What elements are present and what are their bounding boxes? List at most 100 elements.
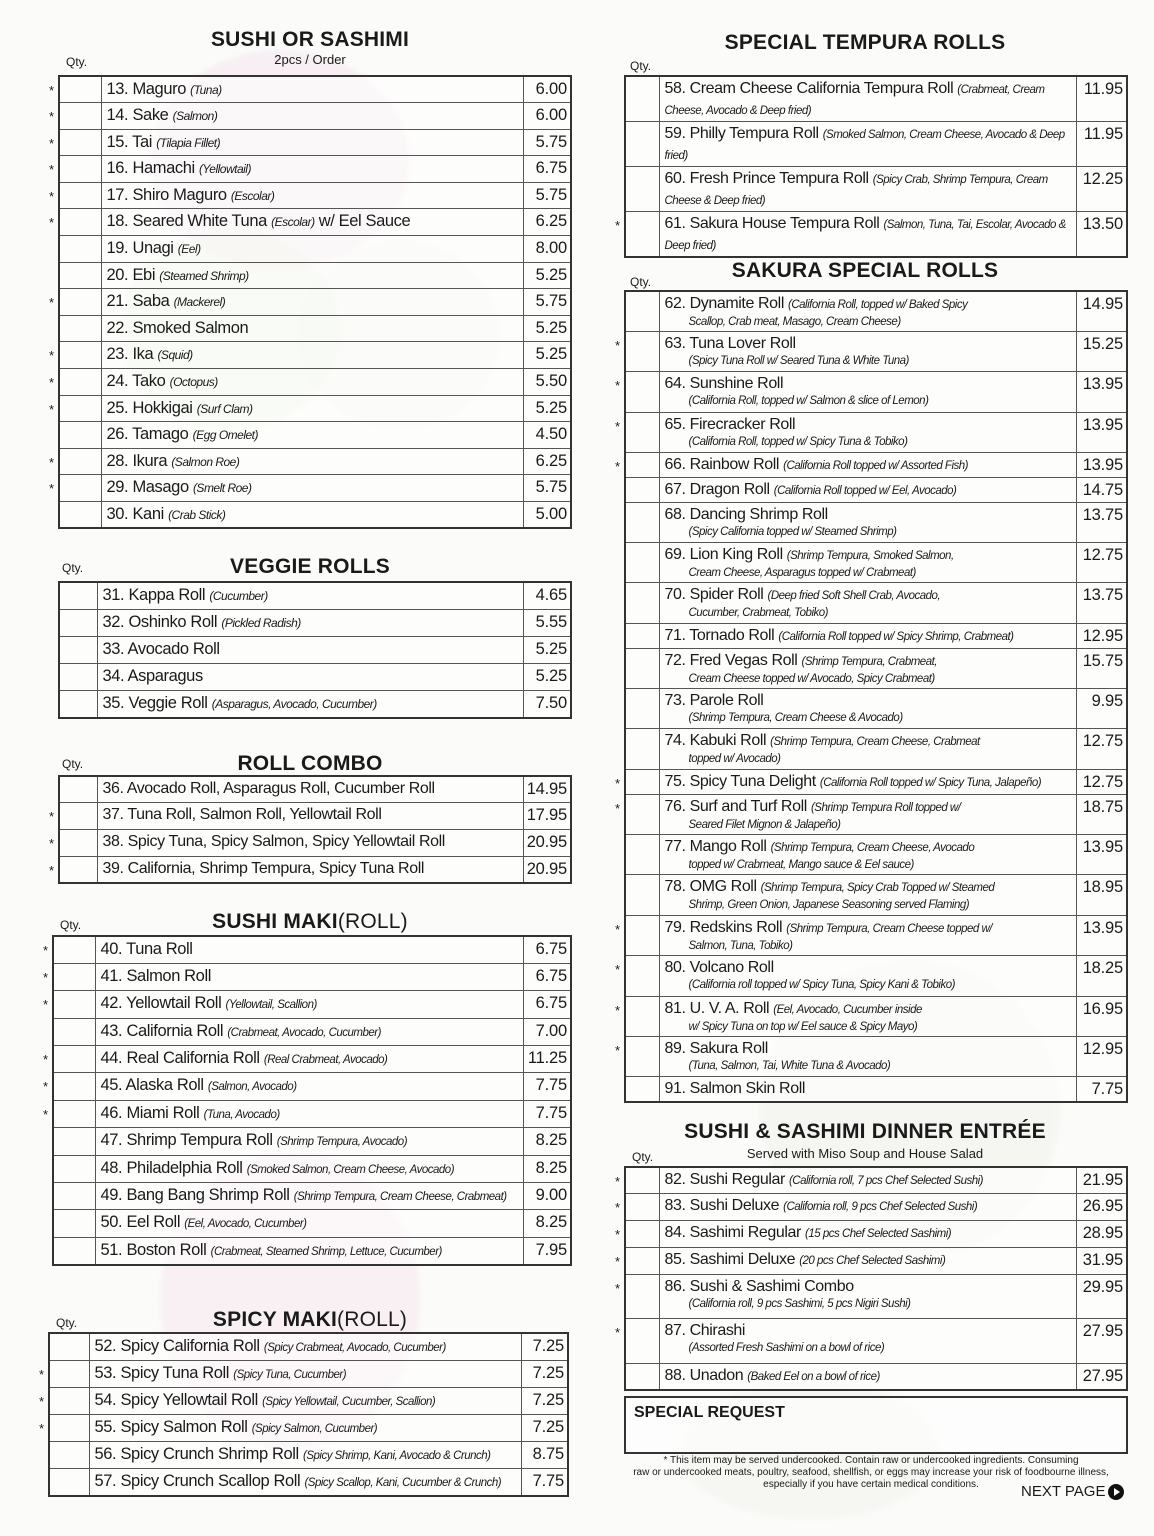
qty-input[interactable]: * [615, 955, 660, 997]
qty-input[interactable] [58, 775, 98, 804]
item-name: Rainbow Roll [689, 456, 780, 474]
qty-input[interactable]: * [49, 802, 98, 831]
qty-input[interactable]: * [615, 1166, 660, 1195]
qty-input[interactable] [624, 728, 660, 770]
item-name: Spicy Tuna Roll [120, 1363, 230, 1382]
qty-input[interactable] [58, 581, 98, 610]
qty-input[interactable] [58, 501, 102, 529]
qty-input[interactable]: * [49, 288, 102, 316]
section-title-sushi-maki: SUSHI MAKI(ROLL) [160, 910, 460, 934]
item-name: Oshinko Roll [128, 612, 218, 631]
qty-input[interactable]: * [49, 474, 102, 502]
qty-input[interactable] [58, 608, 98, 637]
qty-input[interactable] [624, 582, 660, 624]
section-title-roll-combo: ROLL COMBO [237, 752, 383, 775]
qty-input[interactable]: * [615, 330, 660, 373]
qty-input[interactable] [624, 501, 660, 544]
qty-input[interactable] [58, 314, 102, 343]
qty-input[interactable] [624, 166, 660, 212]
qty-input[interactable]: * [615, 371, 660, 413]
qty-input[interactable]: * [39, 1359, 90, 1388]
qty-input[interactable] [624, 622, 660, 649]
item-price: 12.75 [1075, 542, 1128, 584]
raw-warning-asterisk-icon: * [49, 135, 55, 151]
qty-input[interactable]: * [49, 155, 102, 183]
qty-input[interactable]: * [43, 1045, 96, 1074]
item-number: 19. [106, 239, 129, 258]
item-number: 73. [664, 692, 686, 710]
special-request-field[interactable]: SPECIAL REQUEST [624, 1396, 1128, 1454]
qty-input[interactable]: * [43, 1072, 96, 1101]
qty-input[interactable]: * [43, 1099, 96, 1129]
menu-item-row: 74. Kabuki Roll (Shrimp Tempura, Cream C… [624, 728, 1128, 770]
qty-input[interactable] [58, 635, 98, 665]
qty-input[interactable]: * [615, 411, 660, 454]
qty-input[interactable] [624, 542, 660, 584]
qty-input[interactable] [58, 235, 102, 263]
item-name-cell: 43. California Roll (Crabmeat, Avocado, … [94, 1017, 524, 1047]
qty-input[interactable] [624, 476, 660, 503]
qty-input[interactable]: * [49, 368, 102, 396]
qty-input[interactable] [58, 690, 98, 719]
qty-input[interactable] [48, 1441, 90, 1470]
qty-input[interactable] [624, 833, 660, 876]
qty-input[interactable]: * [49, 128, 102, 157]
qty-input[interactable]: * [615, 1193, 660, 1222]
qty-input[interactable]: * [43, 935, 96, 964]
qty-input[interactable]: * [49, 829, 98, 857]
qty-input[interactable]: * [615, 1318, 660, 1364]
item-price: 26.95 [1075, 1193, 1128, 1222]
qty-input[interactable] [624, 75, 660, 122]
item-number: 84. [664, 1224, 686, 1242]
qty-input[interactable]: * [49, 447, 102, 476]
menu-item-row: 68. Dancing Shrimp Roll (Spicy California… [624, 501, 1128, 544]
qty-input[interactable]: * [615, 1220, 660, 1248]
qty-input[interactable]: * [43, 990, 96, 1019]
raw-warning-asterisk-icon: * [615, 1325, 621, 1341]
next-page-link[interactable]: NEXT PAGE [1021, 1483, 1125, 1500]
qty-input[interactable] [52, 1127, 96, 1156]
qty-input[interactable]: * [615, 1273, 660, 1320]
qty-input[interactable] [52, 1236, 96, 1266]
qty-input[interactable]: * [615, 1246, 660, 1275]
qty-input[interactable] [58, 421, 102, 449]
qty-input[interactable]: * [43, 962, 96, 992]
qty-input[interactable] [48, 1468, 90, 1497]
qty-input[interactable]: * [615, 793, 660, 835]
qty-input[interactable] [624, 647, 660, 690]
qty-input[interactable] [624, 1076, 660, 1103]
qty-input[interactable]: * [615, 914, 660, 957]
qty-input[interactable]: * [49, 102, 102, 130]
qty-input[interactable] [624, 688, 660, 730]
qty-input[interactable]: * [49, 855, 98, 884]
qty-input[interactable]: * [49, 341, 102, 370]
qty-input[interactable] [624, 121, 660, 167]
item-name: U. V. A. Roll [689, 999, 770, 1017]
qty-input[interactable] [52, 1209, 96, 1238]
qty-input[interactable] [58, 663, 98, 692]
qty-input[interactable]: * [49, 181, 102, 210]
qty-input[interactable]: * [615, 995, 660, 1037]
qty-input[interactable]: * [615, 452, 660, 478]
qty-input[interactable]: * [49, 208, 102, 237]
qty-input[interactable] [52, 1182, 96, 1211]
qty-input[interactable] [624, 290, 660, 332]
item-description: (Eel, Avocado, Cucumber) [184, 1218, 307, 1231]
qty-input[interactable] [624, 1362, 660, 1391]
qty-input[interactable]: * [49, 394, 102, 423]
qty-input[interactable]: * [39, 1386, 90, 1416]
item-price: 6.25 [522, 447, 572, 476]
qty-input[interactable]: * [49, 75, 102, 104]
qty-input[interactable]: * [615, 768, 660, 795]
qty-input[interactable] [624, 874, 660, 916]
item-price: 13.50 [1075, 211, 1128, 258]
qty-input[interactable] [48, 1332, 90, 1361]
item-number: 20. [106, 265, 129, 284]
qty-input[interactable] [52, 1017, 96, 1047]
qty-input[interactable]: * [615, 211, 660, 258]
qty-input[interactable] [52, 1154, 96, 1184]
qty-input[interactable] [58, 261, 102, 290]
qty-input[interactable]: * [615, 1035, 660, 1078]
item-description: (Mackerel) [173, 295, 226, 310]
qty-input[interactable]: * [39, 1414, 90, 1443]
